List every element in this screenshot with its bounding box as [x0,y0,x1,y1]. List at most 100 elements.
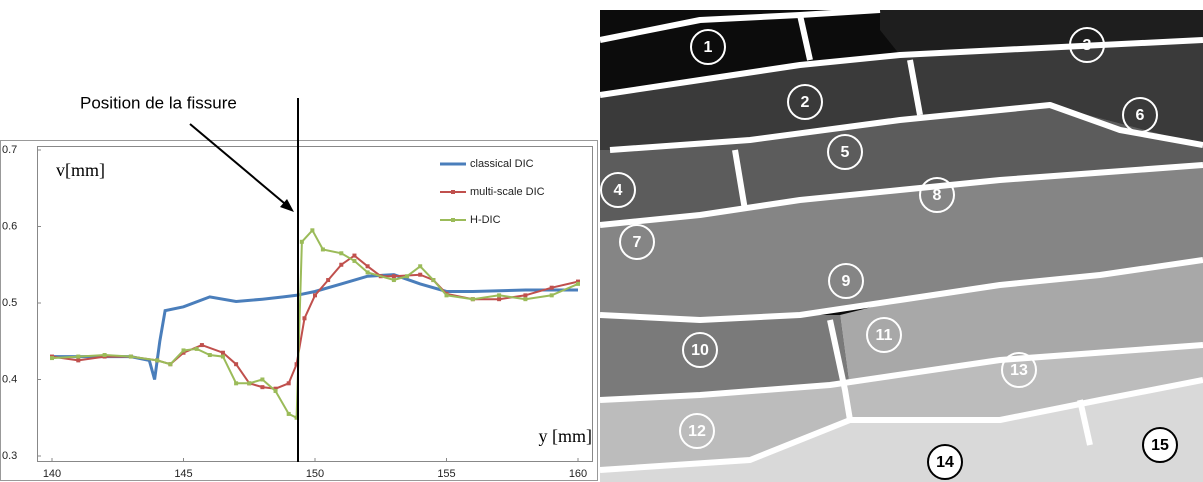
crack [1077,399,1093,446]
annotation-arrow [189,123,291,209]
marker [365,264,370,269]
marker [294,415,299,420]
marker [273,388,278,393]
crack [599,162,1203,228]
marker [431,278,436,283]
marker [234,362,239,367]
grain-label: 13 [1010,362,1028,379]
marker [497,297,502,302]
y-tick-label: 0.3 [2,450,17,462]
grain-marker [1142,427,1178,463]
grain-label: 3 [1083,37,1092,54]
legend-label: classical DIC [470,158,534,170]
marker [365,270,370,275]
x-tick-label: 145 [174,468,192,480]
marker [320,247,325,252]
grain-marker [919,177,955,213]
legend-marker [451,190,455,194]
grain-label: 8 [933,187,942,204]
grain-marker [828,263,864,299]
marker [299,239,304,244]
marker [76,358,81,363]
marker [576,281,580,286]
crack [797,14,813,61]
region [840,260,1203,390]
x-axis-label: y [mm] [539,426,593,446]
marker [391,278,396,283]
region [600,105,1203,225]
marker [405,274,410,279]
marker [168,362,173,367]
marker [497,293,502,298]
grain-label: 4 [614,182,623,199]
marker [313,293,317,298]
grain-label: 12 [688,423,706,440]
grain-marker [1069,27,1105,63]
legend-label: H-DIC [470,214,501,226]
grain-label: 15 [1151,437,1169,454]
marker [102,353,107,358]
marker [294,362,299,367]
crack [599,342,1203,403]
grain-marker [600,172,636,208]
crack [907,59,923,116]
grain-marker [619,224,655,260]
cracks [599,7,1203,473]
series-line [51,254,579,390]
grain-label: 2 [801,94,810,111]
y-tick-label: 0.7 [2,144,17,156]
crack [599,377,1203,473]
grain-marker [787,84,823,120]
grain-marker [927,444,963,480]
region [600,165,1203,320]
marker [128,354,133,359]
grain-marker [682,332,718,368]
marker [339,251,344,256]
grain-marker [1001,352,1037,388]
x-tick-label: 150 [306,468,324,480]
marker [549,285,554,290]
marker [220,350,225,355]
arrow-head [280,199,294,212]
grain-label: 11 [876,327,893,344]
x-tick-label: 140 [43,468,61,480]
legend: classical DIC multi-scale DIC H-DIC [440,158,545,226]
marker [444,293,449,298]
marker [194,346,199,351]
region [600,40,1203,150]
grain-label: 5 [841,144,850,161]
crack [599,37,1203,98]
grain-label: 9 [842,273,851,290]
marker [260,385,265,390]
marker [418,272,423,277]
marker [273,386,278,391]
marker [155,358,160,363]
crack [732,149,748,211]
y-tick-label: 0.5 [2,297,17,309]
grain-label: 7 [633,234,642,251]
crack [827,319,853,421]
y-axis-label: v[mm] [56,160,105,180]
marker [352,258,357,263]
legend-marker [451,218,455,222]
marker [260,377,265,382]
marker [352,253,357,258]
grain-label: 6 [1136,107,1145,124]
crack [599,257,1203,323]
marker [76,354,81,359]
y-tick-label: 0.4 [2,373,17,385]
crack [609,102,1203,153]
marker [523,293,528,298]
series-line [52,273,578,380]
marker [247,381,252,386]
marker [339,262,344,267]
series-line [51,228,579,420]
marker [220,354,225,359]
grain-label: 1 [704,39,713,56]
marker [549,293,554,298]
grain-marker [679,413,715,449]
region [600,345,1203,470]
marker [391,274,396,279]
